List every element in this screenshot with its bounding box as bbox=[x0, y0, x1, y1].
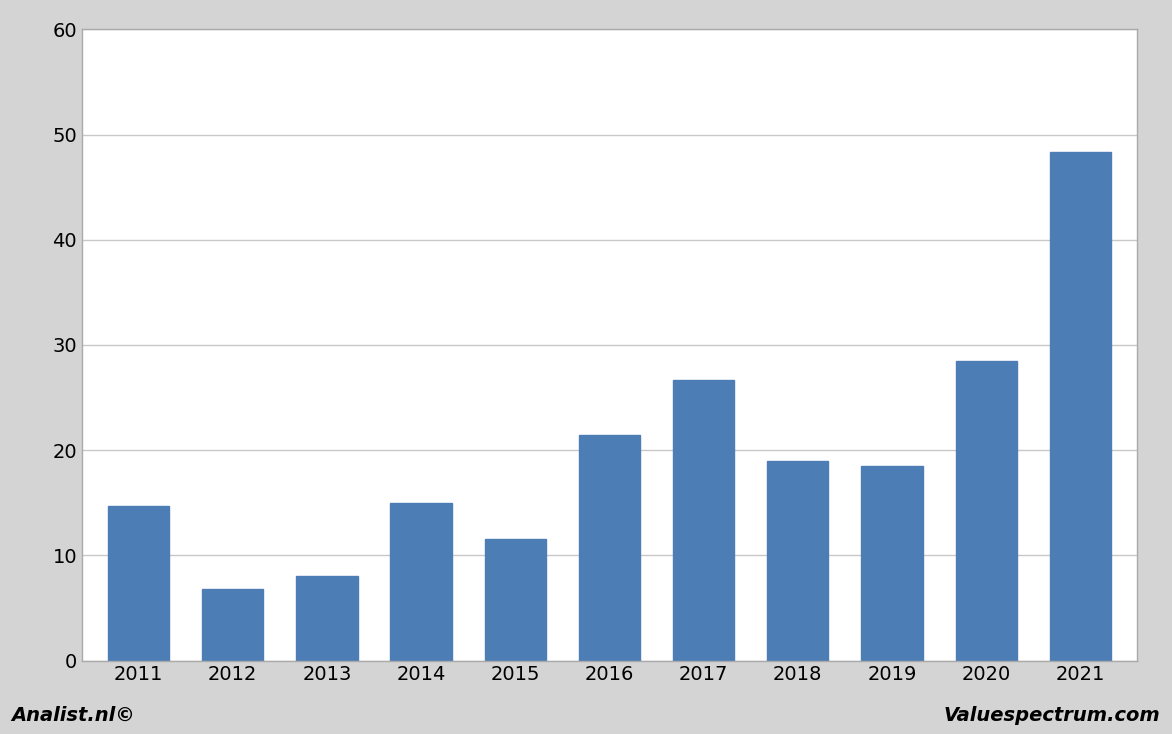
Bar bbox=[1050, 153, 1111, 661]
Bar bbox=[297, 576, 357, 661]
Text: Analist.nl©: Analist.nl© bbox=[12, 706, 136, 725]
Bar bbox=[485, 539, 546, 661]
Bar bbox=[768, 461, 829, 661]
Bar bbox=[390, 503, 451, 661]
Bar bbox=[579, 435, 640, 661]
Bar bbox=[108, 506, 169, 661]
Bar bbox=[673, 379, 734, 661]
Text: Valuespectrum.com: Valuespectrum.com bbox=[943, 706, 1160, 725]
Bar bbox=[861, 466, 922, 661]
Bar bbox=[202, 589, 264, 661]
Bar bbox=[955, 361, 1017, 661]
